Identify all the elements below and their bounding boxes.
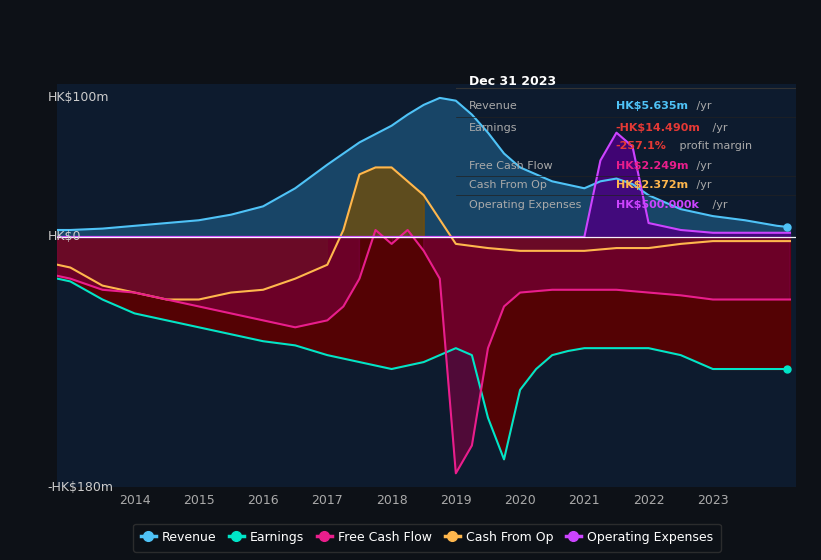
Text: Dec 31 2023: Dec 31 2023 [470, 75, 557, 88]
Text: -257.1%: -257.1% [616, 141, 667, 151]
Text: profit margin: profit margin [677, 141, 753, 151]
Text: Operating Expenses: Operating Expenses [470, 200, 581, 211]
Text: /yr: /yr [709, 123, 727, 133]
Text: HK$2.249m: HK$2.249m [616, 161, 688, 171]
Legend: Revenue, Earnings, Free Cash Flow, Cash From Op, Operating Expenses: Revenue, Earnings, Free Cash Flow, Cash … [133, 524, 721, 552]
Text: HK$500.000k: HK$500.000k [616, 200, 699, 211]
Text: /yr: /yr [693, 101, 711, 111]
Text: /yr: /yr [693, 180, 711, 190]
Text: HK$5.635m: HK$5.635m [616, 101, 688, 111]
Text: Cash From Op: Cash From Op [470, 180, 547, 190]
Text: /yr: /yr [693, 161, 711, 171]
Text: -HK$14.490m: -HK$14.490m [616, 123, 700, 133]
Text: Earnings: Earnings [470, 123, 518, 133]
Text: HK$2.372m: HK$2.372m [616, 180, 688, 190]
Text: HK$0: HK$0 [48, 230, 81, 244]
Text: /yr: /yr [709, 200, 727, 211]
Text: Revenue: Revenue [470, 101, 518, 111]
Text: -HK$180m: -HK$180m [48, 480, 114, 494]
Text: HK$100m: HK$100m [48, 91, 109, 104]
Text: Free Cash Flow: Free Cash Flow [470, 161, 553, 171]
